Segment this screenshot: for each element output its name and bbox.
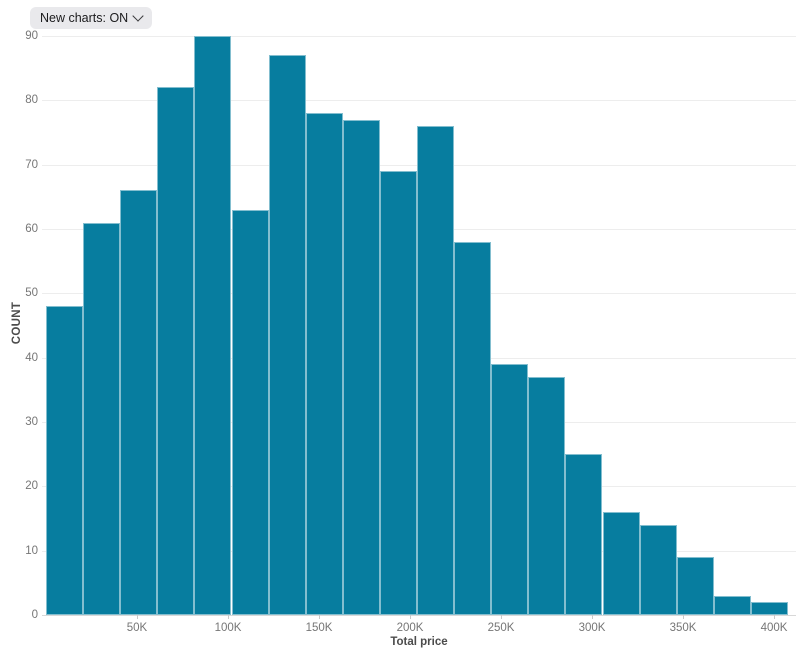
new-charts-dropdown-label: New charts: ON xyxy=(40,11,129,25)
x-tick-label: 100K xyxy=(214,622,242,634)
x-tick-mark xyxy=(319,615,320,619)
x-tick-label: 50K xyxy=(126,622,148,634)
histogram-bar[interactable] xyxy=(454,241,492,615)
y-gridline xyxy=(42,36,796,37)
y-axis-title: COUNT xyxy=(11,301,23,345)
histogram-bar[interactable] xyxy=(157,87,195,615)
histogram-bar[interactable] xyxy=(268,55,306,615)
histogram-bar[interactable] xyxy=(565,454,603,615)
histogram-bar[interactable] xyxy=(342,119,380,615)
y-tick-label: 30 xyxy=(25,416,38,428)
x-tick-label: 400K xyxy=(760,622,788,634)
x-tick-label: 150K xyxy=(305,622,333,634)
histogram-bar[interactable] xyxy=(379,171,417,615)
histogram-bar[interactable] xyxy=(83,222,121,615)
x-tick-mark xyxy=(683,615,684,619)
y-tick-label: 20 xyxy=(25,480,38,493)
x-tick-mark xyxy=(410,615,411,619)
x-tick-mark xyxy=(501,615,502,619)
histogram-bar[interactable] xyxy=(528,376,566,615)
x-tick-mark xyxy=(774,615,775,619)
new-charts-dropdown[interactable]: New charts: ON xyxy=(30,7,153,29)
y-tick-label: 80 xyxy=(25,94,38,107)
x-tick-mark xyxy=(592,615,593,619)
x-tick-label: 300K xyxy=(578,622,606,634)
y-tick-label: 60 xyxy=(25,223,38,235)
x-tick-label: 250K xyxy=(487,622,515,634)
histogram-bar[interactable] xyxy=(46,306,84,615)
x-tick-label: 350K xyxy=(669,622,697,634)
x-axis-title: Total price xyxy=(390,636,448,648)
x-tick-label: 200K xyxy=(396,622,424,634)
histogram-bar[interactable] xyxy=(305,113,343,615)
histogram-bar[interactable] xyxy=(713,595,751,615)
y-tick-label: 0 xyxy=(31,609,38,621)
y-gridline xyxy=(42,615,796,616)
chevron-down-icon xyxy=(132,10,144,22)
histogram-bar[interactable] xyxy=(491,364,529,615)
y-tick-label: 40 xyxy=(25,351,38,364)
histogram-bar[interactable] xyxy=(750,602,788,615)
x-tick-mark xyxy=(137,615,138,619)
x-tick-mark xyxy=(228,615,229,619)
histogram-bar[interactable] xyxy=(120,190,158,615)
y-tick-label: 70 xyxy=(25,158,38,171)
histogram-bar[interactable] xyxy=(676,557,714,615)
histogram-bar[interactable] xyxy=(417,126,455,615)
histogram-bar[interactable] xyxy=(602,512,640,615)
histogram-bar[interactable] xyxy=(639,524,677,615)
histogram-bar[interactable] xyxy=(194,36,232,615)
y-tick-label: 90 xyxy=(25,30,38,42)
y-gridline xyxy=(42,100,796,102)
histogram-bar[interactable] xyxy=(231,209,269,615)
y-tick-label: 10 xyxy=(25,544,38,557)
y-tick-label: 50 xyxy=(25,287,38,300)
